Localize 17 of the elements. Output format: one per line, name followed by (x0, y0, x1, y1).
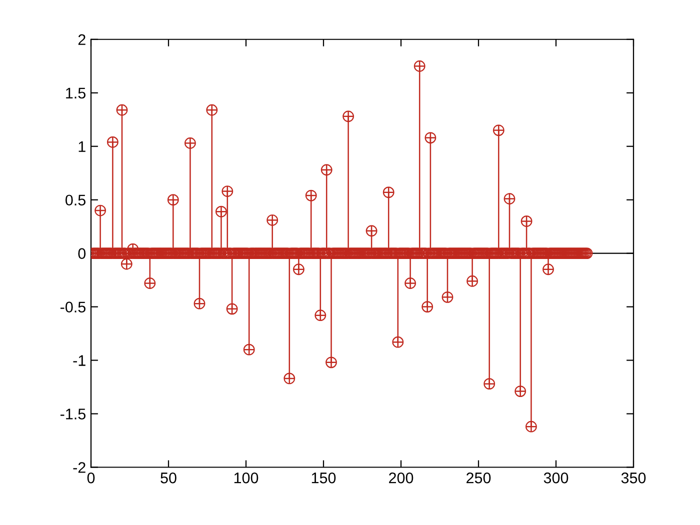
x-tick-label: 50 (160, 472, 176, 484)
x-tick-label: 350 (621, 472, 646, 484)
y-tick-label: 2 (78, 34, 86, 45)
x-tick-label: 0 (87, 472, 95, 484)
x-tick-label: 200 (389, 472, 414, 484)
x-tick-label: 150 (312, 472, 336, 484)
y-tick-label: -0.5 (60, 302, 86, 312)
y-tick-label: 1 (78, 141, 86, 152)
x-tick-label: 250 (466, 472, 491, 484)
y-tick-label: 0.5 (66, 194, 86, 206)
x-tick-label: 100 (234, 472, 258, 484)
y-tick-label: -1 (73, 355, 86, 366)
x-tick-label: 300 (544, 472, 568, 484)
y-tick-label: -1.5 (60, 408, 86, 420)
y-tick-label: 1.5 (66, 88, 86, 99)
y-tick-label: -2 (73, 462, 86, 473)
y-tick-label: 0 (78, 248, 86, 259)
